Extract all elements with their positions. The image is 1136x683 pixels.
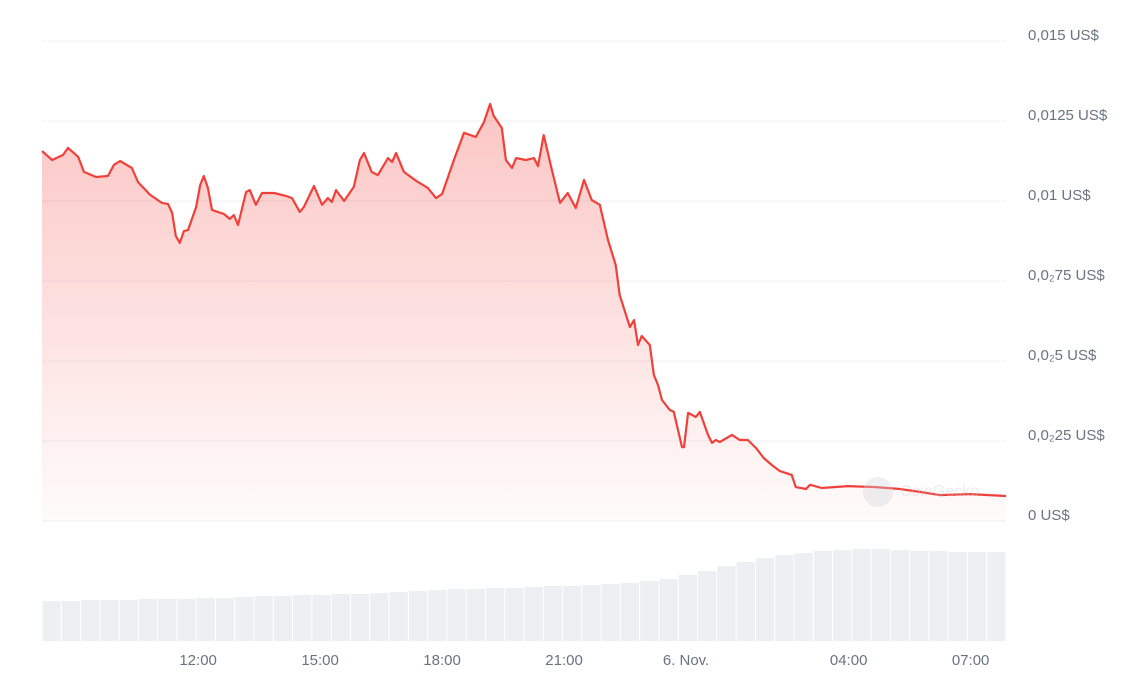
volume-bar: [466, 589, 485, 641]
volume-bar: [312, 595, 331, 641]
y-tick-label: 0,0125 US$: [1028, 107, 1108, 124]
volume-bar: [428, 590, 447, 641]
volume-bar: [158, 599, 177, 641]
y-tick-label: 0,0₂25 US$: [1028, 427, 1105, 444]
volume-bar: [447, 589, 466, 641]
volume-bar: [659, 579, 678, 641]
y-tick-label: 0,0₂5 US$: [1028, 347, 1097, 364]
volume-bar: [370, 593, 389, 641]
volume-bar: [61, 601, 81, 641]
volume-bar: [350, 594, 370, 641]
volume-bar: [601, 584, 620, 641]
volume-bar: [389, 592, 408, 641]
x-tick-label: 21:00: [545, 652, 583, 669]
volume-bar: [736, 562, 755, 641]
volume-bar: [717, 566, 736, 641]
plot: [41, 102, 1007, 521]
volume-bar: [254, 596, 273, 641]
volume-bar: [408, 591, 428, 641]
price-line: [41, 102, 1007, 498]
volume-bar: [929, 551, 948, 641]
volume-bar: [138, 599, 158, 641]
volume-bar: [948, 552, 967, 641]
volume-bar: [505, 588, 524, 641]
volume-bar: [832, 550, 852, 641]
volume-bar: [987, 552, 1006, 641]
volume-bar: [216, 598, 235, 641]
y-tick-label: 0,015 US$: [1028, 27, 1100, 44]
price-area: [42, 104, 1006, 521]
volume-bar: [524, 587, 543, 641]
watermark: CoinGecko: [900, 483, 979, 500]
x-tick-label: 15:00: [301, 652, 339, 669]
x-tick-label: 18:00: [423, 652, 461, 669]
x-tick-label: 07:00: [952, 652, 990, 669]
volume-bar: [678, 575, 698, 641]
volume-bar: [620, 583, 640, 641]
volume-bar: [543, 586, 563, 641]
volume-bar: [563, 586, 582, 641]
volume-bar: [485, 588, 505, 641]
volume-bar: [81, 600, 100, 641]
volume-bar: [967, 552, 987, 641]
volume-bar: [331, 594, 350, 641]
y-tick-label: 0,0₂75 US$: [1028, 267, 1105, 284]
volume-bar: [813, 551, 832, 641]
volume-bar: [177, 599, 196, 641]
volume-bar: [775, 555, 794, 641]
y-tick-label: 0,01 US$: [1028, 187, 1091, 204]
volume-bar: [890, 550, 910, 641]
volume-bar: [196, 598, 216, 641]
x-tick-label: 12:00: [179, 652, 217, 669]
volume-bar: [100, 600, 119, 641]
volume-bar: [119, 600, 138, 641]
volume-bar: [582, 585, 601, 641]
watermark-group: CoinGecko: [863, 477, 979, 507]
volume-bar: [293, 595, 312, 641]
volume-bar: [871, 549, 890, 641]
x-tick-label: 6. Nov.: [663, 652, 709, 669]
volume-bar: [755, 558, 775, 641]
volume-bar: [852, 549, 871, 641]
volume-bar: [640, 581, 659, 641]
volume-bar: [910, 551, 929, 641]
labels: 0 US$ 0,0₂25 US$ 0,0₂5 US$ 0,0₂75 US$ 0,01 U…: [179, 27, 1108, 669]
y-tick-label: 0 US$: [1028, 507, 1070, 524]
volume-bars: [42, 549, 1006, 641]
volume-bar: [235, 597, 254, 641]
x-tick-label: 04:00: [830, 652, 868, 669]
volume-bar: [698, 571, 717, 641]
volume-bar: [42, 601, 61, 641]
volume-bar: [794, 553, 813, 641]
volume-bar: [273, 596, 293, 641]
watermark-logo: [863, 477, 893, 507]
